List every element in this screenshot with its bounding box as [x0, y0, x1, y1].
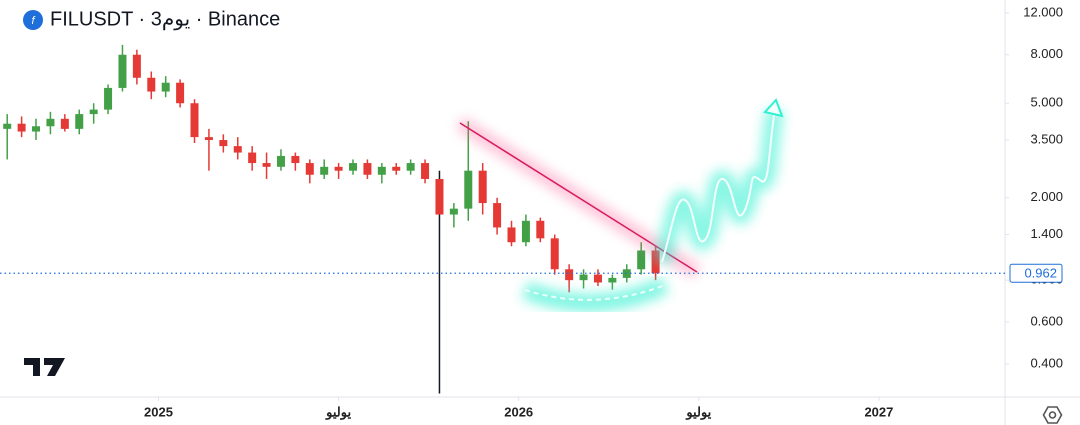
symbol-icon-glyph: f: [31, 15, 35, 27]
candle-body: [176, 82, 185, 104]
candle-body: [132, 54, 141, 78]
candle-body: [449, 208, 458, 215]
candle-body: [262, 163, 271, 167]
last-price-label: 0.962: [1024, 266, 1057, 281]
candle-body: [593, 274, 602, 283]
chart-title: FILUSDT · 3يوم · Binance: [50, 8, 280, 30]
x-tick-label: 2026: [504, 404, 533, 419]
symbol-icon: [23, 10, 43, 30]
candle-body: [579, 274, 588, 281]
candle-body: [349, 163, 358, 171]
candle-body: [637, 250, 646, 270]
candle-body: [550, 238, 559, 270]
candle-body: [204, 137, 213, 141]
y-tick-label: 12.000: [1023, 4, 1063, 19]
settings-icon[interactable]: [1042, 406, 1063, 424]
y-tick-label: 5.000: [1030, 95, 1063, 110]
candle-body: [334, 166, 343, 171]
candle-body: [536, 220, 545, 239]
candle-body: [392, 166, 401, 171]
y-tick-label: 2.000: [1030, 189, 1063, 204]
candle-body: [219, 140, 228, 147]
candle-body: [305, 163, 314, 175]
candle-body: [651, 250, 660, 274]
base-glow: [521, 276, 669, 312]
x-tick-label: يوليو: [325, 404, 351, 420]
candle-body: [89, 109, 98, 115]
candle-body: [435, 178, 444, 215]
candle-body: [248, 152, 257, 164]
candle-body: [60, 118, 69, 129]
settings-icon-center: [1048, 411, 1057, 419]
candle-body: [320, 166, 329, 175]
x-tick-label: 2027: [864, 404, 893, 419]
x-tick-label: 2025: [144, 404, 173, 419]
candle-body: [233, 146, 242, 153]
candle-body: [608, 277, 617, 283]
candle-body: [421, 163, 430, 179]
candle-body: [565, 269, 574, 281]
last-price-badge: [1009, 263, 1063, 283]
y-tick-label: 3.500: [1030, 131, 1063, 146]
candle-body: [118, 54, 127, 88]
candle-body: [32, 126, 41, 132]
candle-body: [478, 170, 487, 204]
candle-body: [190, 103, 199, 138]
candle-body: [363, 163, 372, 175]
candle-body: [377, 166, 386, 175]
candle-body: [17, 123, 26, 132]
x-tick-label: يوليو: [685, 404, 711, 420]
candle-body: [493, 203, 502, 228]
candle-body: [507, 227, 516, 243]
candle-body: [46, 118, 55, 127]
candle-body: [3, 123, 12, 129]
candle-body: [104, 87, 113, 110]
logo: [24, 358, 65, 376]
y-tick-label: 0.600: [1030, 313, 1063, 328]
candle-body: [147, 77, 156, 92]
plot-area: [3, 44, 660, 394]
y-tick-label: 8.000: [1030, 46, 1063, 61]
projection-line: [661, 109, 776, 263]
candle-body: [406, 163, 415, 171]
candle-body: [161, 82, 170, 92]
candle-body: [464, 170, 473, 209]
candle-body: [276, 155, 285, 167]
projection-arrowhead: [763, 98, 784, 118]
candle-body: [521, 220, 530, 243]
candle-body: [291, 155, 300, 164]
candle-body: [75, 114, 84, 129]
y-tick-label: 0.400: [1030, 355, 1063, 370]
y-tick-label: 1.400: [1030, 226, 1063, 241]
